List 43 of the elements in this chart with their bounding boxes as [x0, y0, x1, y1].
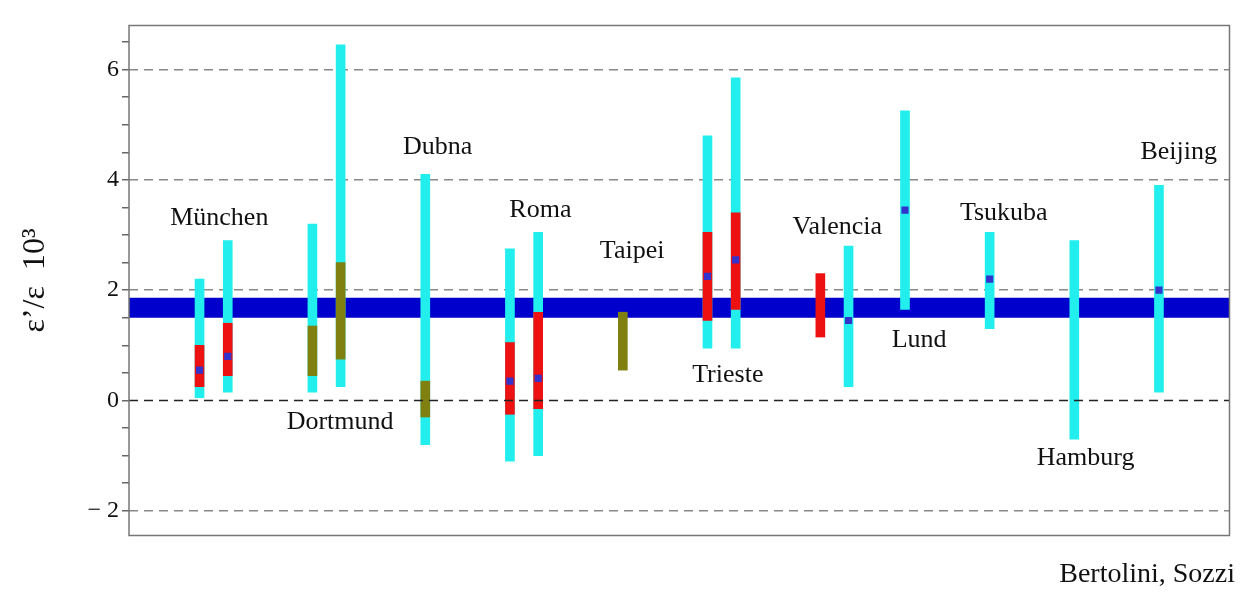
annotation: Taipei: [599, 235, 665, 265]
point: [732, 256, 740, 264]
annotation: Roma: [509, 194, 572, 223]
point: [901, 206, 909, 214]
bar: [420, 380, 431, 418]
point: [534, 374, 542, 382]
annotation: Dubna: [403, 130, 473, 160]
y-axis-title: ε’/ε 10³: [14, 228, 51, 333]
point: [1155, 286, 1163, 294]
y-tick-label: − 2: [87, 496, 119, 523]
annotation: Beijing: [1140, 136, 1217, 166]
bar: [984, 231, 995, 330]
bar: [505, 342, 515, 415]
bar: [335, 262, 346, 360]
bar: [843, 245, 854, 388]
bar: [533, 311, 543, 410]
bar: [222, 322, 233, 376]
point: [195, 366, 204, 374]
y-tick-label: 0: [107, 385, 119, 412]
y-tick-label: 4: [107, 165, 119, 192]
annotation: München: [170, 202, 269, 232]
bar: [1069, 240, 1080, 440]
point: [844, 316, 853, 325]
annotation: Tsukuba: [959, 196, 1049, 226]
bar: [730, 212, 741, 310]
bar: [702, 231, 713, 321]
annotation: Dortmund: [286, 406, 394, 436]
bar: [307, 325, 318, 376]
bar: [900, 110, 910, 310]
bar: [1154, 185, 1164, 393]
point: [506, 377, 514, 385]
annotation: Valencia: [792, 210, 883, 240]
bar: [815, 273, 826, 338]
point: [986, 275, 994, 283]
point: [224, 352, 232, 360]
annotation: Hamburg: [1036, 442, 1135, 472]
text: Bertolini, Sozzi: [1058, 557, 1235, 589]
annotation: Lund: [891, 323, 947, 353]
point: [703, 272, 712, 280]
annotation: Trieste: [692, 359, 764, 389]
y-tick-label: 6: [107, 54, 119, 81]
bar: [617, 311, 628, 371]
y-tick-label: 2: [107, 275, 119, 302]
